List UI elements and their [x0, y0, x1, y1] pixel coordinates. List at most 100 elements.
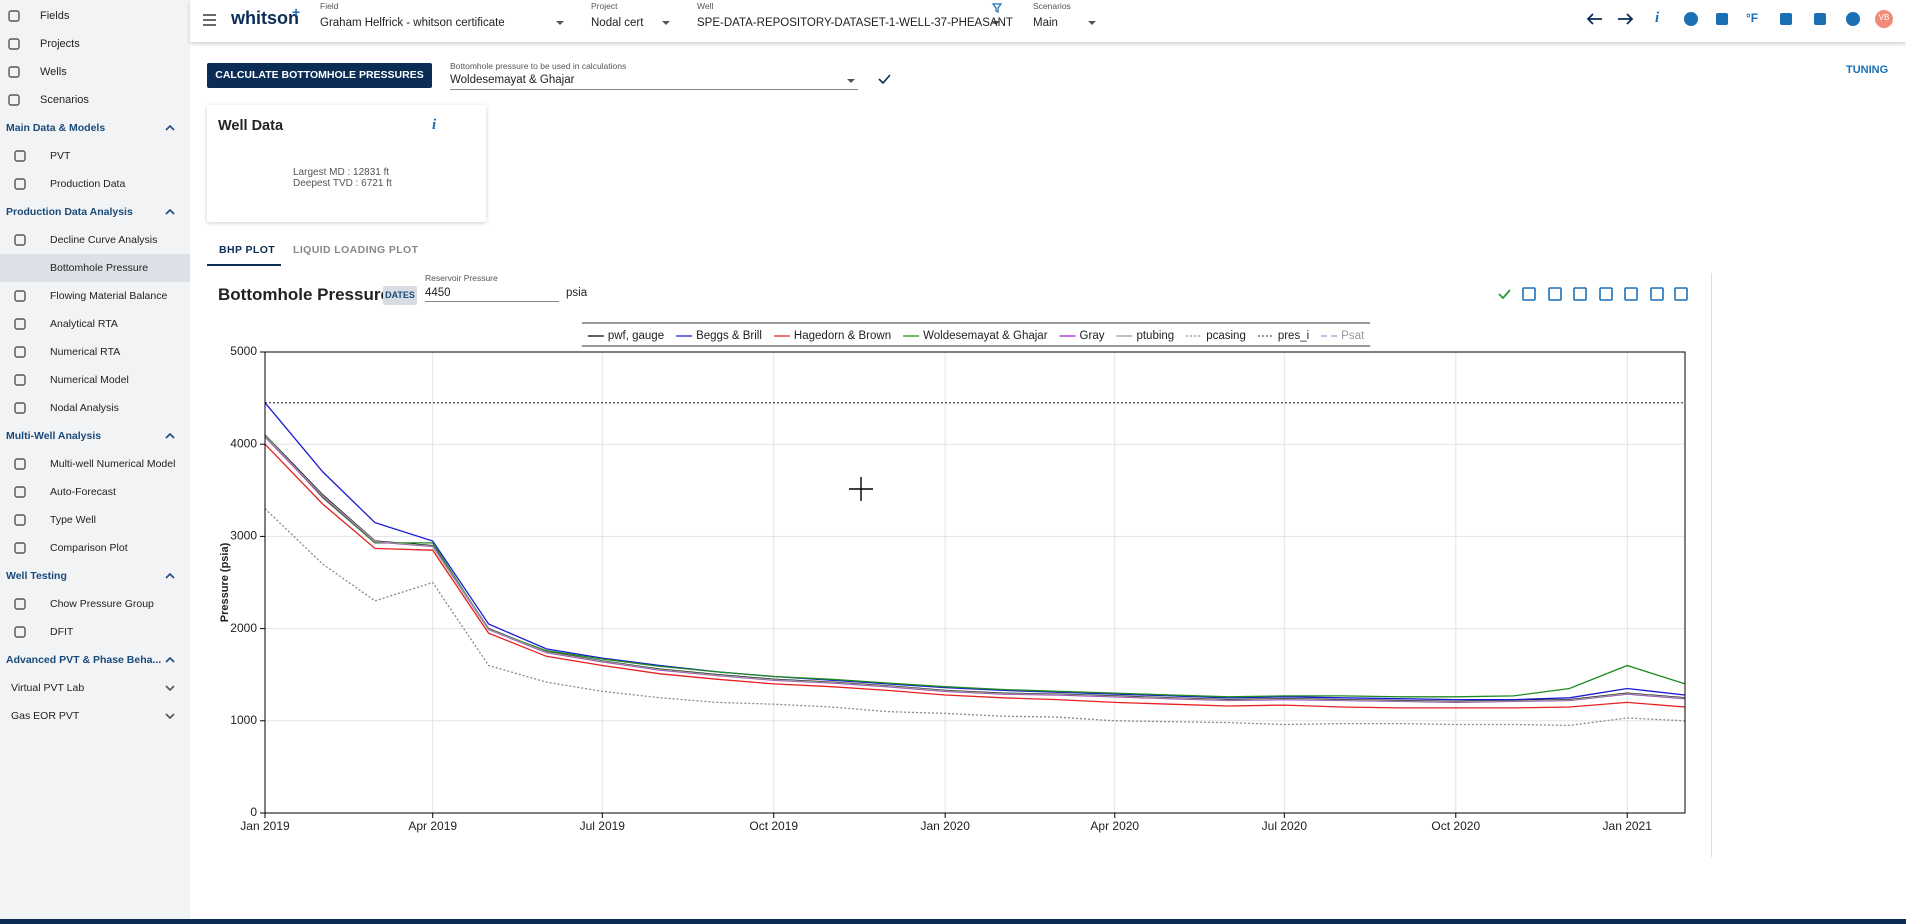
- logo-plus: +: [292, 4, 301, 20]
- x-tick-label: Jan 2021: [1603, 819, 1653, 833]
- nav-group[interactable]: Virtual PVT Lab: [11, 682, 85, 694]
- well-stat: Largest MD : 12831 ft: [293, 167, 390, 178]
- nav-item[interactable]: Decline Curve Analysis: [50, 234, 158, 246]
- nav-item[interactable]: Scenarios: [40, 94, 89, 106]
- nav-group[interactable]: Gas EOR PVT: [11, 710, 80, 722]
- field-label: Project: [591, 1, 618, 11]
- nav-item[interactable]: Projects: [40, 38, 80, 50]
- calculate-button[interactable]: CALCULATE BOTTOMHOLE PRESSURES: [207, 63, 432, 88]
- legend-label: pwf, gauge: [608, 330, 664, 342]
- nav-item[interactable]: Multi-well Numerical Model: [50, 458, 176, 470]
- nav-item[interactable]: Flowing Material Balance: [50, 290, 168, 302]
- nav-item[interactable]: PVT: [50, 150, 71, 162]
- well-card: [207, 105, 486, 222]
- active-bg: [0, 254, 190, 282]
- chart-title: Bottomhole Pressure: [218, 285, 390, 304]
- y-tick-label: 2000: [230, 621, 257, 635]
- y-tick-label: 4000: [230, 436, 257, 450]
- series-line: [264, 435, 1686, 703]
- nav-item[interactable]: Bottomhole Pressure: [50, 262, 149, 274]
- field-value[interactable]: Graham Helfrick - whitson certificate: [320, 17, 505, 29]
- nav-item[interactable]: Wells: [40, 66, 67, 78]
- section-header[interactable]: Production Data Analysis: [6, 206, 133, 218]
- select-value[interactable]: Woldesemayat & Ghajar: [450, 74, 858, 90]
- y-tick-label: 0: [250, 805, 257, 819]
- nav-item[interactable]: DFIT: [50, 626, 74, 638]
- series-line: [264, 508, 1686, 727]
- field-label: Scenarios: [1033, 1, 1071, 11]
- tool-icon: [1522, 287, 1536, 301]
- confirm-icon: [878, 74, 891, 85]
- x-tick-label: Jul 2020: [1262, 819, 1308, 833]
- reservoir-label: Reservoir Pressure: [425, 273, 498, 283]
- legend-label: ptubing: [1136, 330, 1174, 342]
- legend-label: Gray: [1080, 330, 1105, 342]
- x-tick-label: Oct 2019: [749, 819, 798, 833]
- x-tick-label: Jan 2020: [920, 819, 970, 833]
- nav-item[interactable]: Production Data: [50, 178, 126, 190]
- section-header[interactable]: Well Testing: [6, 570, 67, 582]
- bottom-bar: [0, 919, 1906, 924]
- legend-label: Woldesemayat & Ghajar: [923, 330, 1048, 342]
- logo: whitson: [231, 8, 299, 28]
- legend: pwf, gauge Beggs & Brill Hagedorn & Brown W…: [587, 330, 1365, 342]
- nav-item[interactable]: Type Well: [50, 514, 96, 526]
- tool-icon: [1548, 287, 1562, 301]
- legend-label: pres_i: [1278, 330, 1309, 342]
- nav-item[interactable]: Analytical RTA: [50, 318, 118, 330]
- tuning-button[interactable]: TUNING: [1846, 64, 1889, 76]
- section-header[interactable]: Multi-Well Analysis: [6, 430, 102, 442]
- nav-item[interactable]: Fields: [40, 10, 70, 22]
- field-label: Field: [320, 1, 339, 11]
- nav-item[interactable]: Numerical Model: [50, 374, 129, 386]
- tab-indicator: [207, 264, 281, 266]
- tool-icon: [1674, 287, 1688, 301]
- legend-label: Hagedorn & Brown: [794, 330, 891, 342]
- sidebar: [0, 0, 190, 919]
- tool-icon: [1573, 287, 1587, 301]
- section-header[interactable]: Main Data & Models: [6, 122, 106, 134]
- nav-item[interactable]: Nodal Analysis: [50, 402, 119, 414]
- select-label: Bottomhole pressure to be used in calcul…: [450, 61, 627, 71]
- x-tick-label: Apr 2019: [408, 819, 457, 833]
- tool-icon: [1498, 289, 1511, 300]
- unit-icon[interactable]: °F: [1746, 11, 1759, 25]
- nav-item[interactable]: Numerical RTA: [50, 346, 121, 358]
- y-tick-label: 3000: [230, 529, 257, 543]
- tool-icon: [1650, 287, 1664, 301]
- tool-icon: [1624, 287, 1638, 301]
- tab[interactable]: LIQUID LOADING PLOT: [293, 244, 419, 256]
- well-info[interactable]: i: [432, 117, 437, 133]
- panel-border: [1711, 273, 1712, 857]
- info-icon[interactable]: i: [1655, 10, 1660, 26]
- well-card-title: Well Data: [218, 118, 284, 134]
- tool-icon: [1599, 287, 1613, 301]
- series-line: [264, 434, 1686, 703]
- tab[interactable]: BHP PLOT: [219, 244, 276, 256]
- field-label: Well: [697, 1, 714, 11]
- reservoir-unit: psia: [566, 287, 588, 299]
- cursor: [849, 477, 873, 501]
- avatar[interactable]: VB: [1878, 13, 1890, 22]
- nav-item[interactable]: Auto-Forecast: [50, 486, 116, 498]
- legend-label: Psat: [1341, 330, 1365, 342]
- section-header[interactable]: Advanced PVT & Phase Beha...: [6, 654, 162, 666]
- y-tick-label: 5000: [230, 344, 257, 358]
- well-stat: Deepest TVD : 6721 ft: [293, 178, 392, 189]
- series-line: [264, 436, 1686, 704]
- reservoir-input[interactable]: 4450: [425, 287, 559, 302]
- x-tick-label: Oct 2020: [1431, 819, 1480, 833]
- legend-label: Beggs & Brill: [696, 330, 762, 342]
- field-value[interactable]: SPE-DATA-REPOSITORY-DATASET-1-WELL-37-PH…: [697, 17, 1013, 29]
- nav-item[interactable]: Comparison Plot: [50, 542, 128, 554]
- nav-item[interactable]: Chow Pressure Group: [50, 598, 154, 610]
- x-tick-label: Jan 2019: [240, 819, 290, 833]
- field-value[interactable]: Nodal cert: [591, 17, 644, 29]
- field-value[interactable]: Main: [1033, 17, 1058, 29]
- series-line: [264, 443, 1686, 709]
- series-line: [264, 402, 1686, 701]
- dates-chip[interactable]: DATES: [383, 286, 417, 305]
- legend-label: pcasing: [1206, 330, 1246, 342]
- y-axis-label: Pressure (psia): [219, 542, 231, 622]
